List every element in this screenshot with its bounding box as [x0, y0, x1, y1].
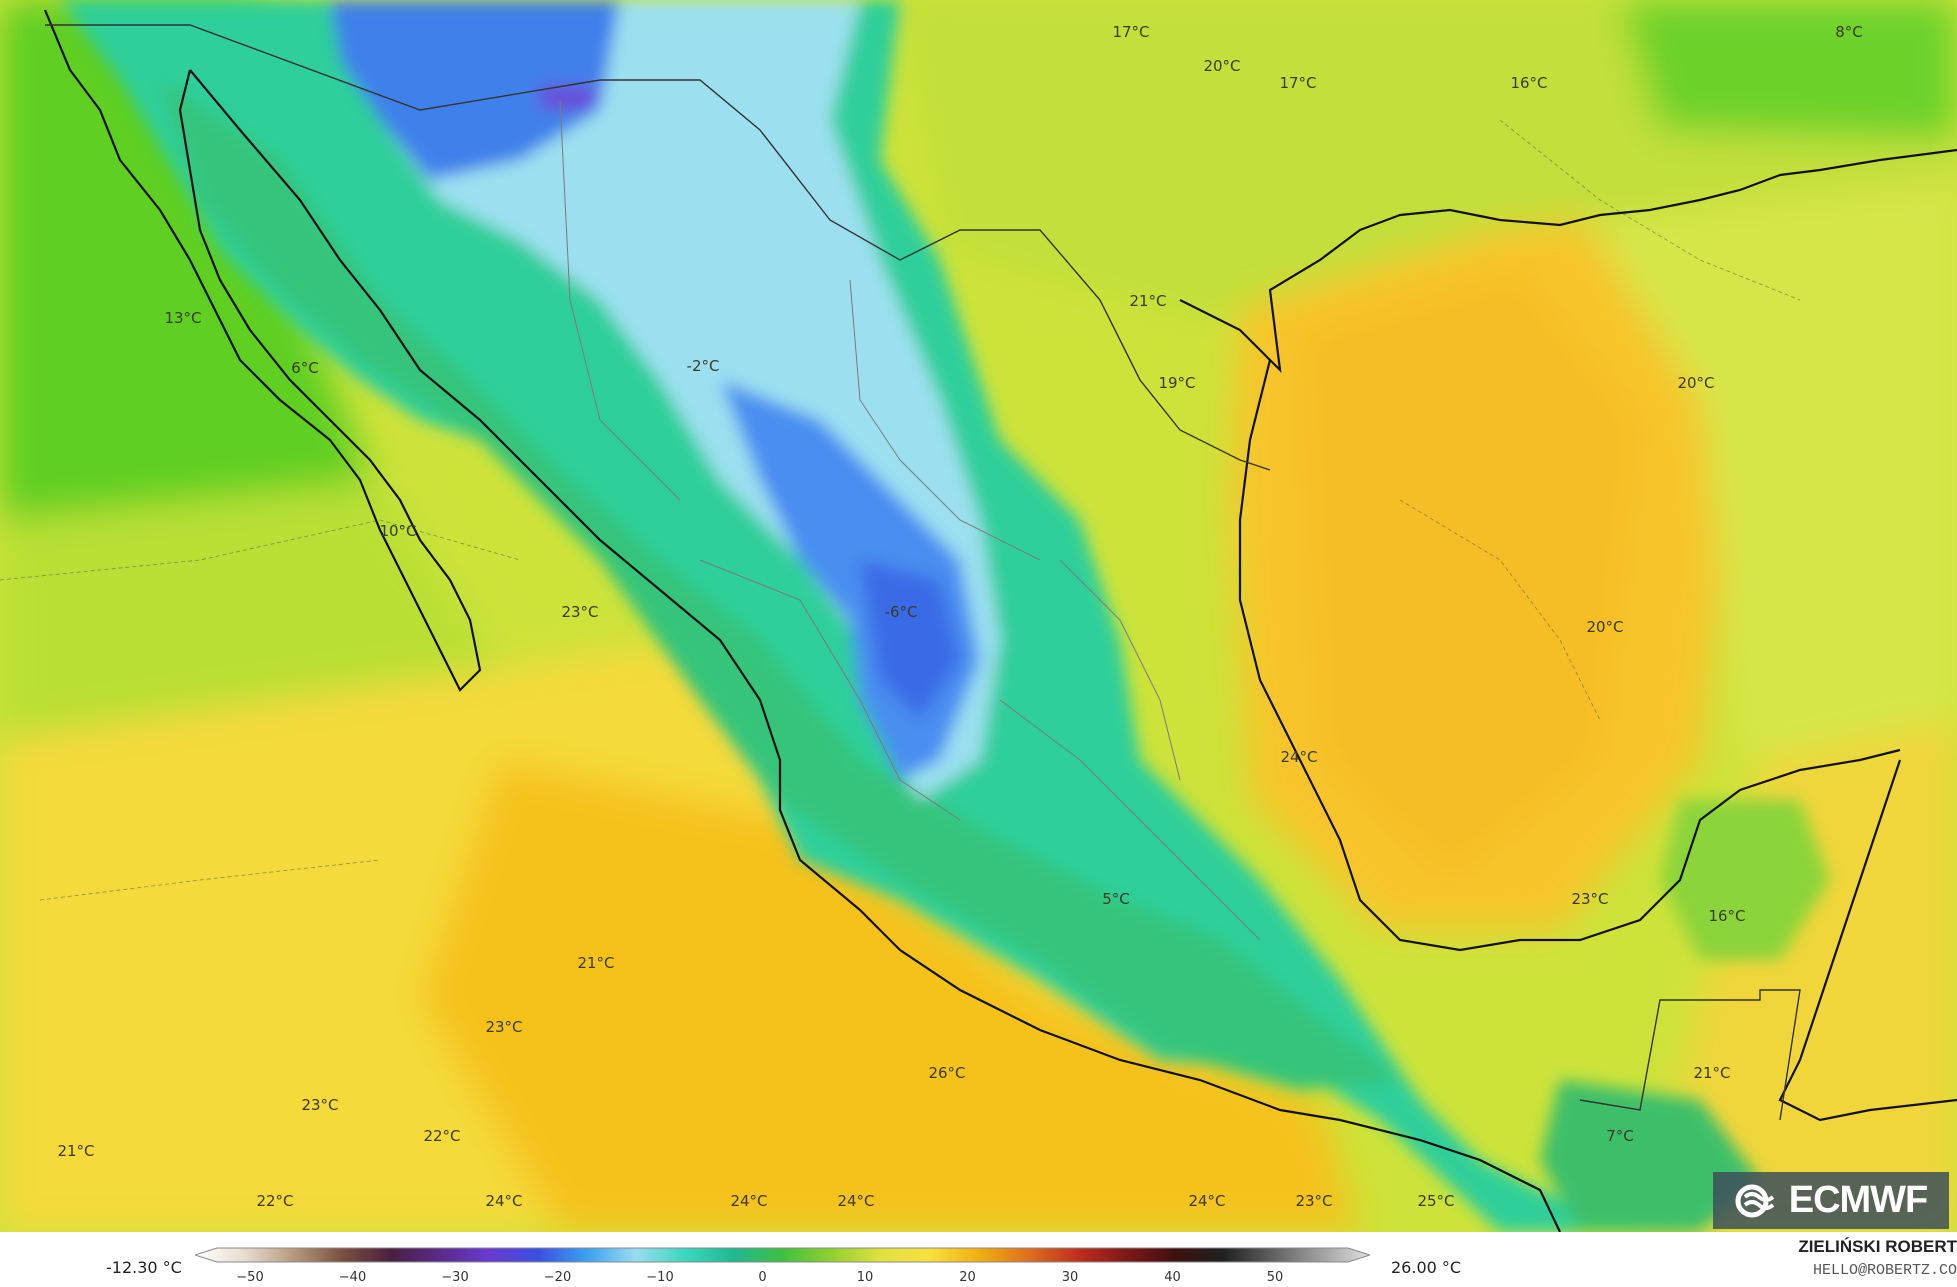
colorbar-tick-label: 40 [1164, 1270, 1181, 1285]
temperature-label: 24°C [1280, 748, 1318, 766]
temperature-label: 21°C [1693, 1064, 1731, 1082]
colorbar-max-label: 26.00 °C [1391, 1258, 1462, 1277]
ecmwf-logo-icon [1735, 1184, 1775, 1217]
state-borders [559, 99, 1261, 941]
temperature-label: 13°C [164, 309, 202, 327]
pacific-orange [420, 760, 1360, 1232]
temperature-label: 23°C [561, 603, 599, 621]
map-canvas [0, 0, 1957, 1232]
colorbar-tick-label: 50 [1266, 1270, 1284, 1285]
borders [45, 24, 1801, 1121]
contour-3 [39, 859, 381, 901]
contour-4 [1399, 499, 1601, 721]
colorbar-min-label: -12.30 °C [106, 1258, 182, 1277]
temperature-label: 7°C [1606, 1127, 1634, 1145]
temperature-label: -6°C [884, 603, 918, 621]
colorbar-tick-label: 20 [959, 1270, 976, 1285]
temperature-label: 21°C [57, 1142, 95, 1160]
temperature-label: 17°C [1112, 23, 1150, 41]
caribbean-yellow [1650, 720, 1957, 1232]
temperature-label: 16°C [1708, 907, 1746, 925]
temperature-label: 5°C [1102, 890, 1130, 908]
colorbar-gradient [195, 1247, 1370, 1263]
temperature-label: 21°C [577, 954, 615, 972]
temperature-label: 24°C [837, 1192, 875, 1210]
temperature-label: 23°C [1295, 1192, 1333, 1210]
cold-core-blue [330, 0, 620, 180]
guatemala-green [1540, 1080, 1760, 1232]
contours [0, 119, 1801, 901]
cold-core-deep [860, 560, 960, 720]
temperature-label: 24°C [1188, 1192, 1226, 1210]
guatemala-border [1579, 989, 1801, 1121]
temperature-label: 20°C [1677, 374, 1715, 392]
author-credit: ZIELIŃSKI ROBERT [1798, 1237, 1957, 1256]
gulf-coast-mexico [1238, 359, 1901, 952]
author-email: HELLO@ROBERTZ.CO [1812, 1262, 1957, 1279]
temperature-label: 6°C [291, 359, 319, 377]
colorbar-tick-label: 0 [758, 1270, 767, 1285]
yucatan-green [1660, 800, 1830, 960]
colorbar-tick-label: −20 [543, 1270, 572, 1285]
us-mexico-border [45, 24, 1271, 471]
colorbar-tick-label: 10 [856, 1270, 874, 1285]
temperature-label: 24°C [730, 1192, 768, 1210]
temperature-label: 8°C [1835, 23, 1863, 41]
pacific-green-zone [0, 0, 380, 600]
temperature-label: 22°C [256, 1192, 294, 1210]
baja-coast [43, 9, 482, 692]
northeast-green [1620, 0, 1957, 140]
coastlines [43, 9, 1957, 1232]
state-line-3 [699, 559, 961, 821]
state-line-2 [849, 279, 1041, 561]
gulf-inner [1300, 270, 1640, 880]
state-line-4 [999, 699, 1261, 941]
state-line-1 [559, 99, 681, 501]
temperature-label: 10°C [379, 522, 417, 540]
temperature-label: 25°C [1417, 1192, 1455, 1210]
temperature-label: 21°C [1129, 292, 1167, 310]
east-yellowgreen [1560, 140, 1957, 760]
contour-1 [0, 519, 521, 581]
temperature-label: 20°C [1203, 57, 1241, 75]
temperature-label: 23°C [1571, 890, 1609, 908]
temperature-label: 24°C [485, 1192, 523, 1210]
mainland-west-coast [189, 69, 1561, 1232]
temperature-label: 19°C [1158, 374, 1196, 392]
temperature-label: 23°C [301, 1096, 339, 1114]
temperature-label: 26°C [928, 1064, 966, 1082]
temperature-map: 17°C 20°C 17°C 16°C 8°C 13°C 6°C -2°C 21°C 19°C 20… [0, 0, 1957, 1232]
colorbar-tick-label: −40 [338, 1270, 367, 1285]
colorbar-tick-label: 30 [1061, 1270, 1079, 1285]
ecmwf-logo: ECMWF [1713, 1172, 1949, 1229]
state-line-5 [1059, 559, 1181, 781]
colorbar-tick-label: −50 [236, 1270, 264, 1285]
temperature-label: 23°C [485, 1018, 523, 1036]
temperature-label: 20°C [1586, 618, 1624, 636]
yucatan-east [1778, 759, 1957, 1122]
gulf-coast-us [1179, 148, 1957, 374]
colorbar-tick-label: −10 [646, 1270, 674, 1285]
temperature-label: 16°C [1510, 74, 1548, 92]
colorbar-tick-label: −30 [441, 1270, 469, 1285]
temperature-label: -2°C [686, 357, 720, 375]
temperature-label: 22°C [423, 1127, 461, 1145]
ecmwf-logo-text: ECMWF [1788, 1179, 1929, 1221]
temperature-label: 17°C [1279, 74, 1317, 92]
colorbar [195, 1247, 1370, 1263]
contour-2 [1499, 119, 1801, 301]
purple-pocket [540, 85, 600, 110]
